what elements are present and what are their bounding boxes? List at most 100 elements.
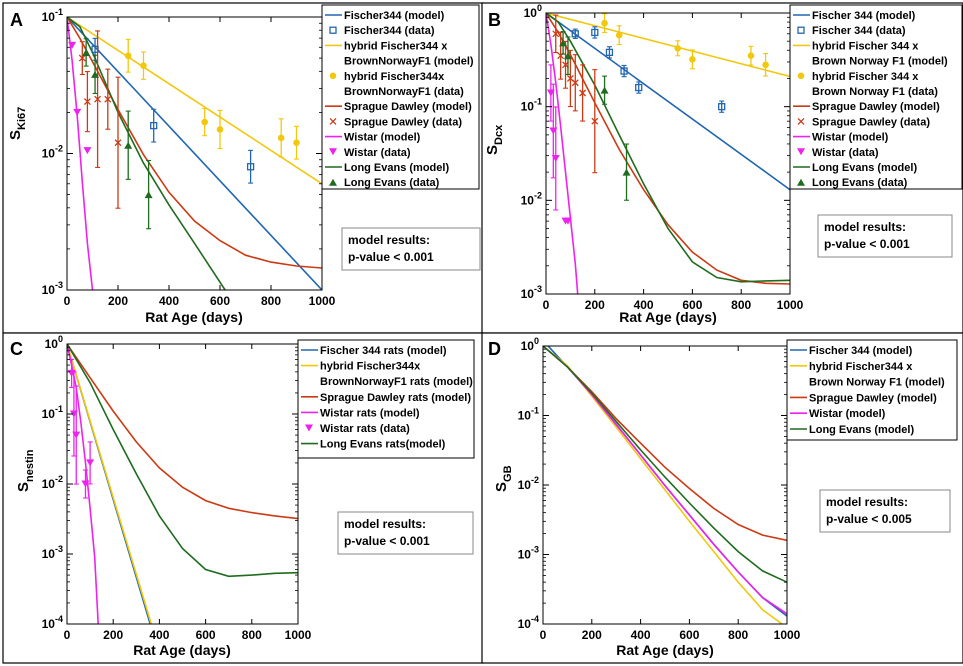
data-point (124, 141, 133, 149)
x-tick-label: 800 (728, 628, 748, 642)
y-tick-label: 100 (524, 3, 542, 20)
legend-entry: Wistar rats (model) (320, 407, 420, 419)
annotation-line: p-value < 0.001 (824, 237, 910, 251)
y-tick-label: 10-2 (518, 475, 539, 492)
y-tick-label: 10-1 (521, 97, 542, 114)
legend-entry: Wistar (model) (344, 132, 421, 144)
annotation-line: p-value < 0.001 (348, 250, 434, 264)
data-point (144, 191, 153, 199)
x-axis-label: Rat Age (days) (619, 309, 717, 325)
x-tick-label: 400 (634, 298, 654, 312)
plot-area (67, 17, 322, 290)
y-tick-label: 10-2 (42, 474, 63, 491)
legend-entry: hybrid Fischer344 x (809, 361, 913, 373)
series-line (67, 344, 298, 520)
y-tick-label: 100 (45, 334, 63, 351)
series-line (546, 13, 790, 191)
legend-swatch-marker (329, 117, 337, 125)
legend-entry: Wistar (model) (809, 408, 886, 420)
data-point (150, 121, 158, 130)
x-tick-label: 0 (64, 294, 71, 308)
y-axis-label: SDcx (484, 124, 505, 155)
series-line (67, 344, 298, 578)
data-point (68, 41, 77, 49)
x-tick-label: 1000 (285, 628, 312, 642)
legend-box (321, 4, 480, 190)
data-point (83, 147, 92, 155)
legend-entry: Fischer344 (data) (344, 25, 435, 37)
data-point (591, 28, 599, 37)
x-tick-label: 600 (682, 298, 702, 312)
legend-swatch-marker (329, 72, 337, 80)
data-point (83, 98, 91, 106)
legend-swatch-marker (329, 26, 337, 34)
series-line (67, 17, 226, 290)
x-tick-label: 0 (543, 298, 550, 312)
legend-entry: hybrid Fischer344x (344, 71, 445, 83)
legend-entry: Fischer344 (model) (344, 10, 445, 22)
x-axis-label: Rat Age (days) (616, 642, 714, 658)
data-point (73, 108, 82, 116)
data-point (689, 56, 696, 63)
legend-entry: BrownNorwayF1 (data) (344, 86, 464, 98)
data-point (600, 86, 609, 94)
data-point (552, 30, 560, 38)
y-tick-label: 10-2 (42, 144, 63, 161)
annotation-line: model results: (826, 495, 908, 509)
data-point (601, 19, 608, 27)
legend-swatch-marker (797, 148, 805, 156)
legend-entry: Brown Norway F1 (model) (809, 377, 945, 389)
legend-box (297, 339, 475, 459)
data-point (605, 48, 614, 57)
legend: Fischer344 (model) Fischer344 (data) hybri… (321, 4, 480, 190)
legend-entry: Sprague Dawley (model) (812, 101, 940, 113)
legend: Fischer 344 rats (model) hybrid Fischer34… (297, 339, 475, 459)
legend-entry: Wistar rats (data) (320, 423, 410, 435)
panel-d: D 0 200 400 600 800 1000 100 10-1 10-2 10-3 10-4 Rat… (488, 336, 958, 658)
data-point (551, 154, 560, 162)
legend-entry: hybrid Fischer 344 x (812, 71, 919, 83)
legend-box (789, 4, 963, 190)
legend-entry: Fischer 344 (model) (809, 345, 913, 357)
annotation-line: p-value < 0.001 (344, 534, 430, 548)
x-tick-label: 600 (679, 628, 699, 642)
data-point (277, 134, 285, 142)
y-tick-label: 10-3 (518, 545, 539, 562)
legend-swatch-marker (329, 178, 337, 186)
x-tick-label: 200 (103, 628, 123, 642)
legend: Fischer 344 (model) Fischer 344 (data) hyb… (789, 4, 963, 190)
x-tick-label: 800 (242, 628, 262, 642)
data-point (81, 480, 90, 488)
legend-entry: Fischer 344 rats (model) (320, 345, 447, 357)
legend-entry: Wistar (data) (344, 147, 411, 159)
annotation-box (341, 227, 481, 271)
annotation-line: p-value < 0.005 (826, 512, 912, 526)
legend-swatch-marker (797, 26, 805, 34)
data-point (635, 83, 643, 92)
legend-entry: Sprague Dawley (model) (809, 392, 937, 404)
data-point (559, 39, 568, 47)
legend-entry: Long Evans (model) (812, 162, 917, 174)
data-point (563, 217, 572, 225)
series-line (67, 344, 99, 624)
panel-letter: D (488, 339, 501, 359)
legend-swatch-marker (305, 424, 313, 432)
data-point (591, 117, 599, 125)
legend-entry: hybrid Fischer 344 x (812, 40, 919, 52)
y-axis-label: SGB (493, 465, 514, 492)
series-line (67, 17, 322, 185)
legend-entry: Sprague Dawley (data) (344, 116, 462, 128)
legend-entry: Long Evans (data) (344, 177, 440, 189)
series-line (546, 13, 579, 294)
data-point (620, 67, 628, 75)
y-tick-label: 10-3 (521, 284, 542, 301)
data-point (674, 44, 682, 52)
data-point (124, 52, 132, 60)
legend-entry: Sprague Dawley (model) (344, 101, 472, 113)
data-point (91, 70, 100, 78)
data-point (622, 168, 631, 176)
annotation-line: model results: (348, 233, 430, 247)
legend-entry: Fischer 344 (data) (812, 25, 906, 37)
y-axis-label: Snestin (15, 449, 36, 492)
annotation-box (819, 489, 951, 533)
